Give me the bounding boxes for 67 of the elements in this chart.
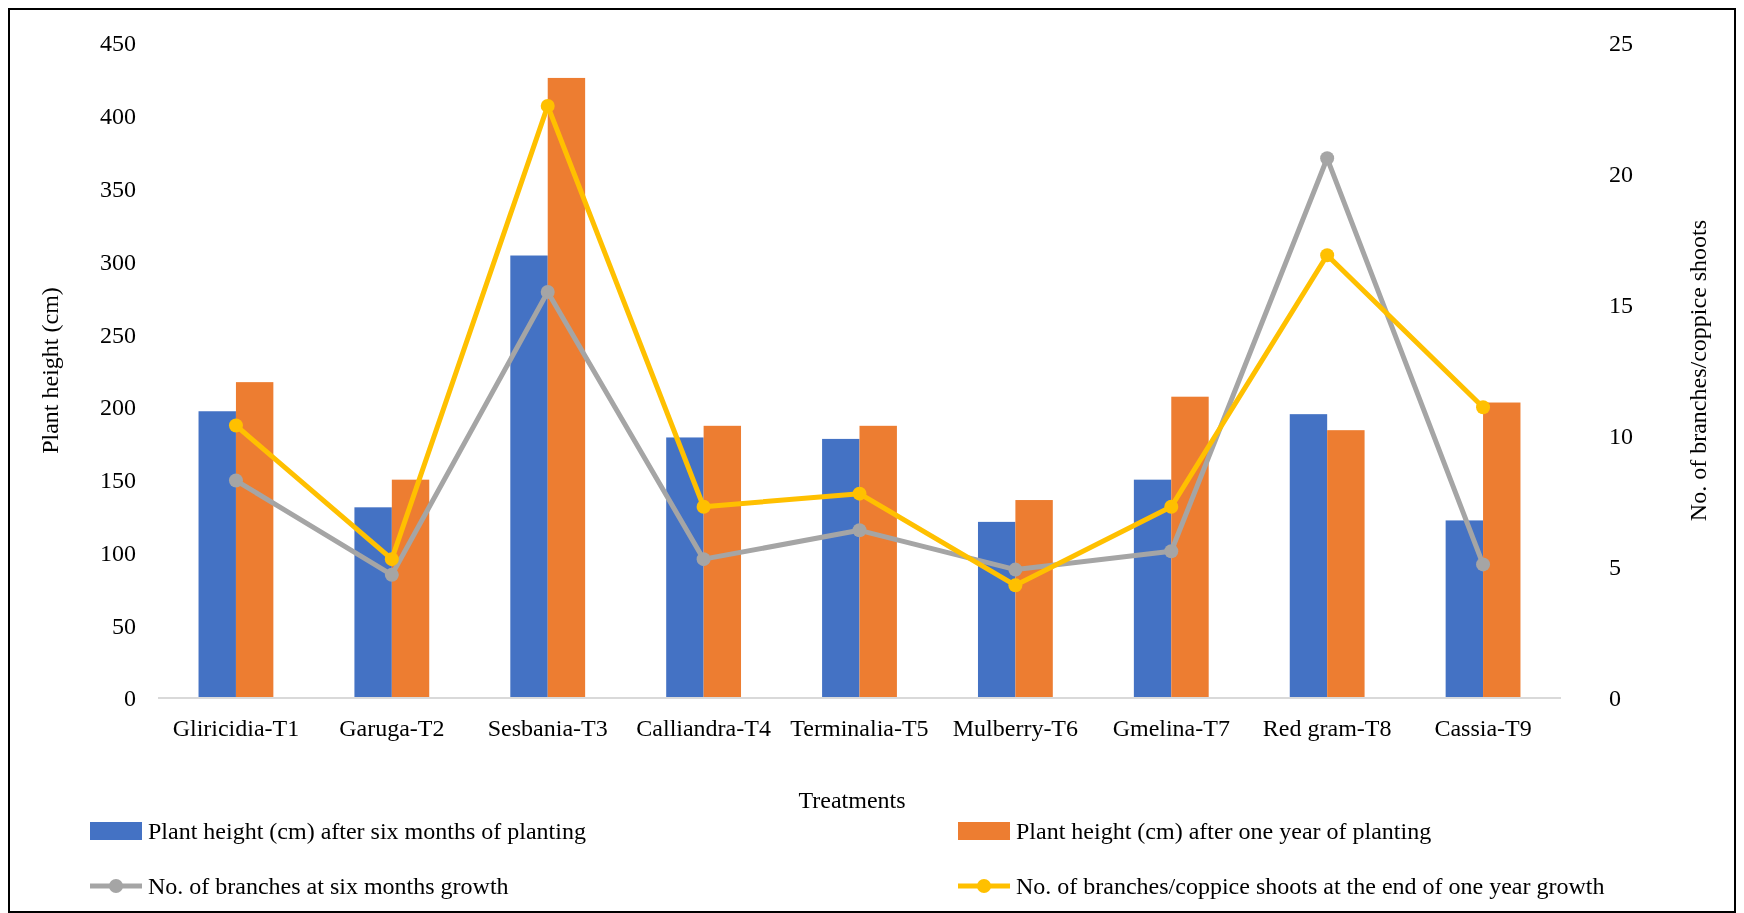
legend-label: Plant height (cm) after six months of planting bbox=[148, 818, 586, 845]
point bbox=[228, 418, 243, 433]
point bbox=[1476, 400, 1491, 415]
point bbox=[228, 473, 243, 488]
x-axis-title: Treatments bbox=[798, 787, 906, 813]
x-tick-label: Garuga-T2 bbox=[339, 715, 445, 741]
point bbox=[1164, 544, 1179, 559]
point bbox=[1320, 151, 1335, 166]
x-tick-label: Gmelina-T7 bbox=[1112, 715, 1230, 741]
bar bbox=[1483, 402, 1521, 698]
x-tick-label: Gliricidia-T1 bbox=[172, 715, 300, 741]
bar bbox=[547, 77, 586, 698]
y-tick-label: 400 bbox=[100, 103, 136, 130]
y2-tick-label: 20 bbox=[1609, 161, 1633, 188]
bar bbox=[1015, 500, 1053, 698]
y2-tick-label: 10 bbox=[1609, 423, 1633, 450]
y-tick-label: 300 bbox=[100, 248, 136, 275]
bar bbox=[977, 521, 1016, 698]
point bbox=[1164, 499, 1179, 514]
y-tick-label: 350 bbox=[100, 175, 136, 202]
point bbox=[384, 552, 399, 567]
x-tick-label: Calliandra-T4 bbox=[636, 715, 771, 741]
bar bbox=[822, 438, 860, 698]
bar bbox=[235, 382, 274, 698]
y2-tick-label: 0 bbox=[1609, 685, 1621, 712]
bar bbox=[859, 425, 897, 698]
y-tick-label: 150 bbox=[100, 467, 136, 494]
legend-label: Plant height (cm) after one year of planting bbox=[1016, 818, 1432, 845]
x-tick-label: Mulberry-T6 bbox=[952, 715, 1079, 741]
y2-tick-label: 5 bbox=[1609, 554, 1621, 581]
bar bbox=[703, 425, 742, 698]
y-tick-label: 0 bbox=[124, 685, 136, 712]
point bbox=[696, 552, 711, 567]
point bbox=[852, 486, 867, 501]
bar bbox=[354, 507, 392, 698]
point bbox=[1008, 562, 1023, 577]
point bbox=[384, 567, 399, 582]
point bbox=[1320, 248, 1335, 263]
x-tick-label: Sesbania-T3 bbox=[487, 715, 608, 741]
x-tick-label: Terminalia-T5 bbox=[790, 715, 929, 741]
y-tick-label: 200 bbox=[100, 394, 136, 421]
legend-label: No. of branches at six months growth bbox=[148, 873, 509, 900]
bar bbox=[1289, 414, 1328, 698]
bar bbox=[666, 437, 704, 698]
point bbox=[540, 98, 555, 113]
bar bbox=[510, 255, 548, 698]
point bbox=[696, 499, 711, 514]
point bbox=[852, 523, 867, 538]
y2-tick-label: 25 bbox=[1609, 30, 1633, 57]
point bbox=[1476, 557, 1491, 572]
y-tick-label: 250 bbox=[100, 321, 136, 348]
point bbox=[1008, 578, 1023, 593]
x-tick-label: Cassia-T9 bbox=[1434, 715, 1532, 741]
bar bbox=[1327, 430, 1365, 698]
y-axis-title: Plant height (cm) bbox=[37, 287, 63, 454]
bar bbox=[1133, 479, 1172, 698]
y2-axis-title: No. of branches/coppice shoots bbox=[1685, 219, 1711, 522]
y2-tick-label: 15 bbox=[1609, 292, 1633, 319]
bar bbox=[1171, 396, 1209, 698]
legend-label: No. of branches/coppice shoots at the end of one year growth bbox=[1016, 873, 1605, 900]
y-tick-label: 450 bbox=[100, 30, 136, 57]
point bbox=[540, 284, 555, 299]
x-tick-label: Red gram-T8 bbox=[1262, 715, 1392, 741]
bar bbox=[198, 411, 236, 698]
bar bbox=[1445, 520, 1484, 698]
y-tick-label: 50 bbox=[112, 612, 136, 639]
y-tick-label: 100 bbox=[100, 539, 136, 566]
